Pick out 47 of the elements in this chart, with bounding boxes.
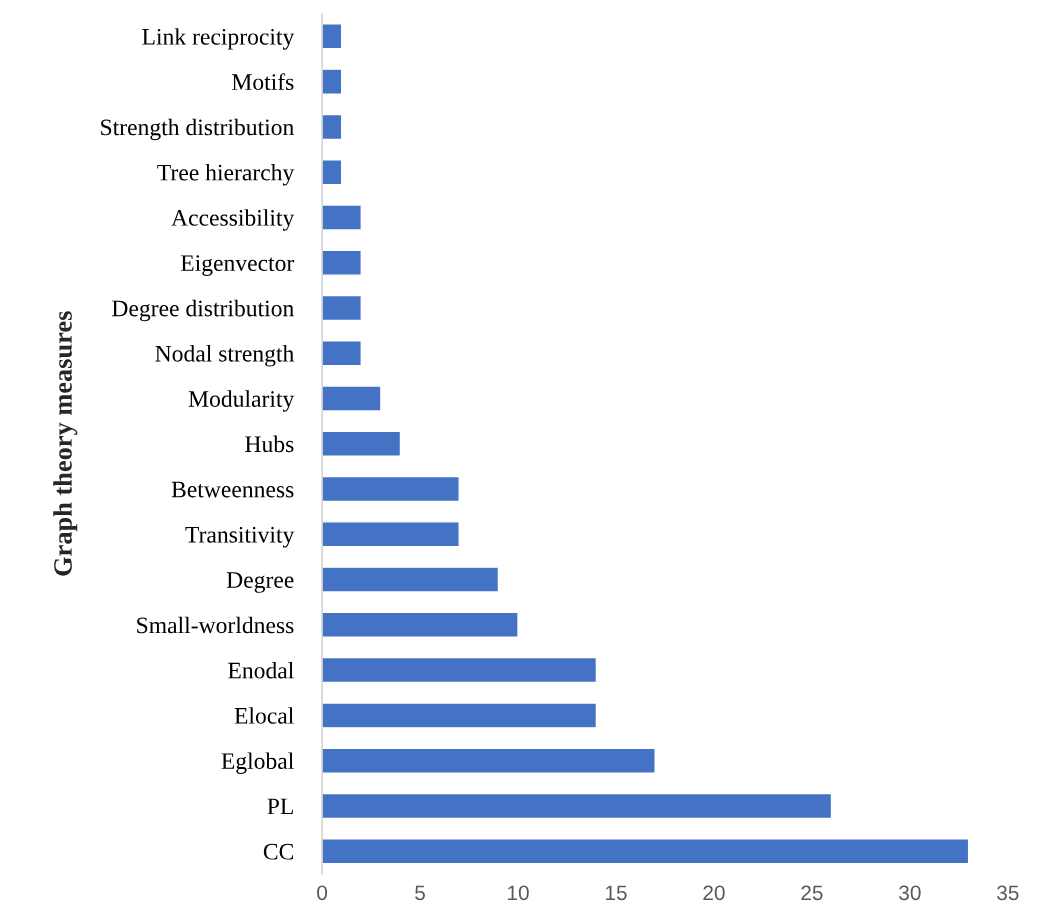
bar	[322, 159, 343, 186]
y-tick-label: Strength distribution	[101, 118, 294, 141]
x-tick-label: 15	[605, 885, 627, 901]
bar	[322, 294, 362, 322]
y-tick-label: Degree	[226, 572, 294, 593]
y-tick-label: Nodal strength	[155, 345, 294, 367]
x-tick-label: 30	[899, 885, 921, 901]
bar	[322, 611, 519, 638]
bar	[322, 656, 598, 684]
y-tick-label: Small-worldness	[137, 616, 294, 634]
y-tick-label: PL	[267, 798, 293, 815]
bar	[322, 792, 833, 820]
y-tick-label: Betweenness	[171, 481, 294, 498]
x-tick-label: 20	[703, 885, 725, 901]
y-tick-label: Degree distribution	[112, 299, 294, 322]
y-tick-label: Motifs	[232, 73, 294, 91]
y-tick-label: Hubs	[245, 435, 294, 453]
bar	[322, 385, 382, 412]
bar	[322, 68, 343, 95]
y-tick-label: Tree hierarchy	[157, 163, 295, 186]
bar	[322, 521, 460, 548]
x-tick-label: 0	[317, 885, 328, 901]
bar	[322, 23, 343, 50]
bar	[322, 430, 402, 457]
y-tick-label: Transitivity	[185, 526, 295, 548]
bar	[322, 113, 343, 141]
x-tick-label: 5	[415, 885, 425, 901]
bar	[322, 702, 598, 729]
y-tick-label: Accessibility	[171, 209, 295, 231]
bar	[322, 340, 362, 367]
bar	[322, 204, 362, 231]
bar	[322, 475, 460, 503]
x-tick-label: 10	[508, 885, 529, 901]
bar	[322, 747, 656, 774]
y-tick-label: Enodal	[228, 661, 294, 679]
bar	[322, 249, 362, 276]
x-tick-label: 25	[801, 885, 823, 901]
y-tick-label: Modularity	[188, 390, 295, 412]
y-tick-label: Eglobal	[221, 752, 294, 774]
bar	[322, 838, 970, 865]
y-tick-label: CC	[263, 843, 294, 860]
y-tick-label: Link reciprocity	[142, 28, 295, 50]
x-tick-label: 35	[997, 885, 1019, 901]
y-axis-title: Graph theory measures	[53, 311, 78, 576]
y-tick-label: Elocal	[234, 707, 294, 724]
y-tick-label: Eigenvector	[180, 255, 295, 276]
bar	[322, 566, 500, 593]
